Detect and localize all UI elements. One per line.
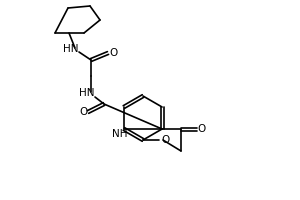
Text: HN: HN (79, 88, 95, 98)
Text: O: O (161, 135, 169, 145)
Text: NH: NH (112, 129, 128, 139)
Text: O: O (198, 124, 206, 134)
Text: O: O (109, 48, 117, 58)
Text: HN: HN (63, 44, 79, 54)
Text: O: O (79, 107, 87, 117)
